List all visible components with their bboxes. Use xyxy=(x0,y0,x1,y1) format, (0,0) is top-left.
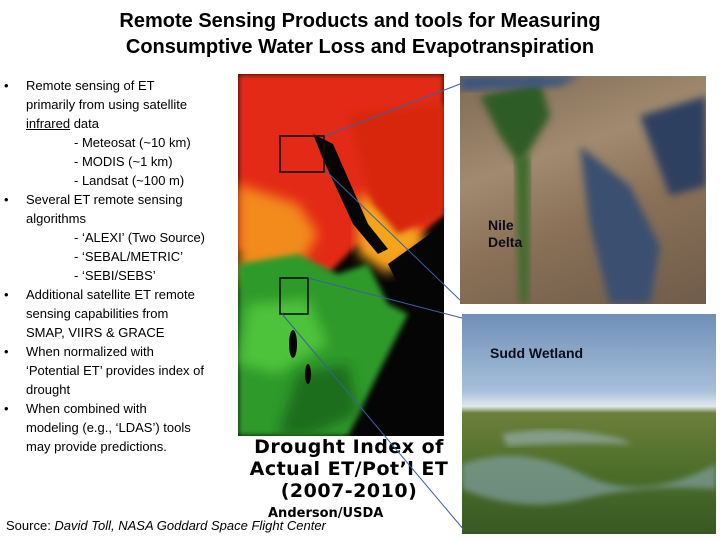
drought-line-3: (2007-2010) xyxy=(280,480,418,502)
bullet-line: When normalized with xyxy=(26,342,240,361)
bullet-line: drought xyxy=(26,380,240,399)
drought-index-map xyxy=(238,74,444,436)
bullet-text: Remote sensing of ET xyxy=(26,78,155,93)
source-citation: Source: David Toll, NASA Goddard Space F… xyxy=(6,518,326,533)
bullet-line: may provide predictions. xyxy=(26,437,240,456)
bullet-text: modeling (e.g., ‘LDAS’) tools xyxy=(26,420,191,435)
bullet-line: ‘Potential ET’ provides index of xyxy=(26,361,240,380)
bullet-line: algorithms xyxy=(26,209,240,228)
bullet-text: algorithms xyxy=(26,211,86,226)
bullet-text: SMAP, VIIRS & GRACE xyxy=(26,325,165,340)
nile-delta-label: Nile Delta xyxy=(488,217,522,251)
bullet-sub-item: - Landsat (~100 m) xyxy=(74,173,185,188)
map-image xyxy=(238,74,444,436)
bullet-text: data xyxy=(70,116,99,131)
bullet-sub-item: - Meteosat (~10 km) xyxy=(74,135,191,150)
nile-label-line-1: Nile xyxy=(488,217,514,233)
bullet-text: may provide predictions. xyxy=(26,439,167,454)
bullet-underlined-text: infrared xyxy=(26,116,71,131)
source-text: David Toll, NASA Goddard Space Flight Ce… xyxy=(54,518,326,533)
bullet-text: primarily from using satellite xyxy=(26,97,188,112)
bullet-line: When combined with xyxy=(26,399,240,418)
bullet-item: • Additional satellite ET remote sensing c… xyxy=(4,285,240,342)
bullet-line: SMAP, VIIRS & GRACE xyxy=(26,323,240,342)
bullet-line: modeling (e.g., ‘LDAS’) tools xyxy=(26,418,240,437)
bullet-sub-item: - ‘SEBI/SEBS’ xyxy=(74,268,156,283)
sudd-aerial-image xyxy=(462,430,716,505)
bullet-item: • When normalized with ‘Potential ET’ prov… xyxy=(4,342,240,399)
drought-line-1: Drought Index of xyxy=(254,436,444,458)
bullet-line: primarily from using satellite xyxy=(26,95,240,114)
bullet-line: Additional satellite ET remote xyxy=(26,285,240,304)
bullet-sub-item: - ‘SEBAL/METRIC’ xyxy=(74,249,184,264)
bullet-text: Several ET remote sensing xyxy=(26,192,183,207)
bullet-text: When normalized with xyxy=(26,344,154,359)
bullet-sub-item: - ‘ALEXI’ (Two Source) xyxy=(74,230,206,245)
nile-label-line-2: Delta xyxy=(488,234,523,250)
nile-satellite-image xyxy=(460,76,706,304)
bullet-item: • When combined with modeling (e.g., ‘LDAS… xyxy=(4,399,240,456)
bullet-dot: • xyxy=(4,287,9,302)
bullet-item: • Several ET remote sensing algorithms - ‘A… xyxy=(4,190,240,285)
drought-line-2: Actual ET/Pot’l ET xyxy=(249,458,449,480)
bullet-line: Remote sensing of ET xyxy=(26,76,240,95)
bullet-text: When combined with xyxy=(26,401,147,416)
bullet-dot: • xyxy=(4,192,9,207)
sudd-wetland-label: Sudd Wetland xyxy=(490,345,584,361)
bullet-text: Additional satellite ET remote xyxy=(26,287,195,302)
title-line-2: Consumptive Water Loss and Evapotranspir… xyxy=(125,36,595,58)
bullet-dot: • xyxy=(4,401,9,416)
bullet-item: • Remote sensing of ET primarily from usin… xyxy=(4,76,240,190)
bullet-line: Several ET remote sensing xyxy=(26,190,240,209)
bullet-text: drought xyxy=(26,382,71,397)
bullet-list: • Remote sensing of ET primarily from usin… xyxy=(4,76,240,456)
bullet-sub-item: - MODIS (~1 km) xyxy=(74,154,173,169)
slide-title: Remote Sensing Products and tools for Me… xyxy=(0,8,720,60)
source-label: Source: xyxy=(6,518,55,533)
bullet-dot: • xyxy=(4,344,9,359)
bullet-text: sensing capabilities from xyxy=(26,306,169,321)
bullet-dot: • xyxy=(4,78,9,93)
nile-delta-photo: Nile Delta xyxy=(460,76,706,304)
title-line-1: Remote Sensing Products and tools for Me… xyxy=(119,10,601,32)
drought-index-caption: Drought Index of Actual ET/Pot’l ET (200… xyxy=(244,436,454,502)
bullet-line: sensing capabilities from xyxy=(26,304,240,323)
sudd-wetland-photo: Sudd Wetland xyxy=(462,314,716,534)
bullet-text: ‘Potential ET’ provides index of xyxy=(26,363,205,378)
bullet-line: infrared data xyxy=(26,114,240,133)
